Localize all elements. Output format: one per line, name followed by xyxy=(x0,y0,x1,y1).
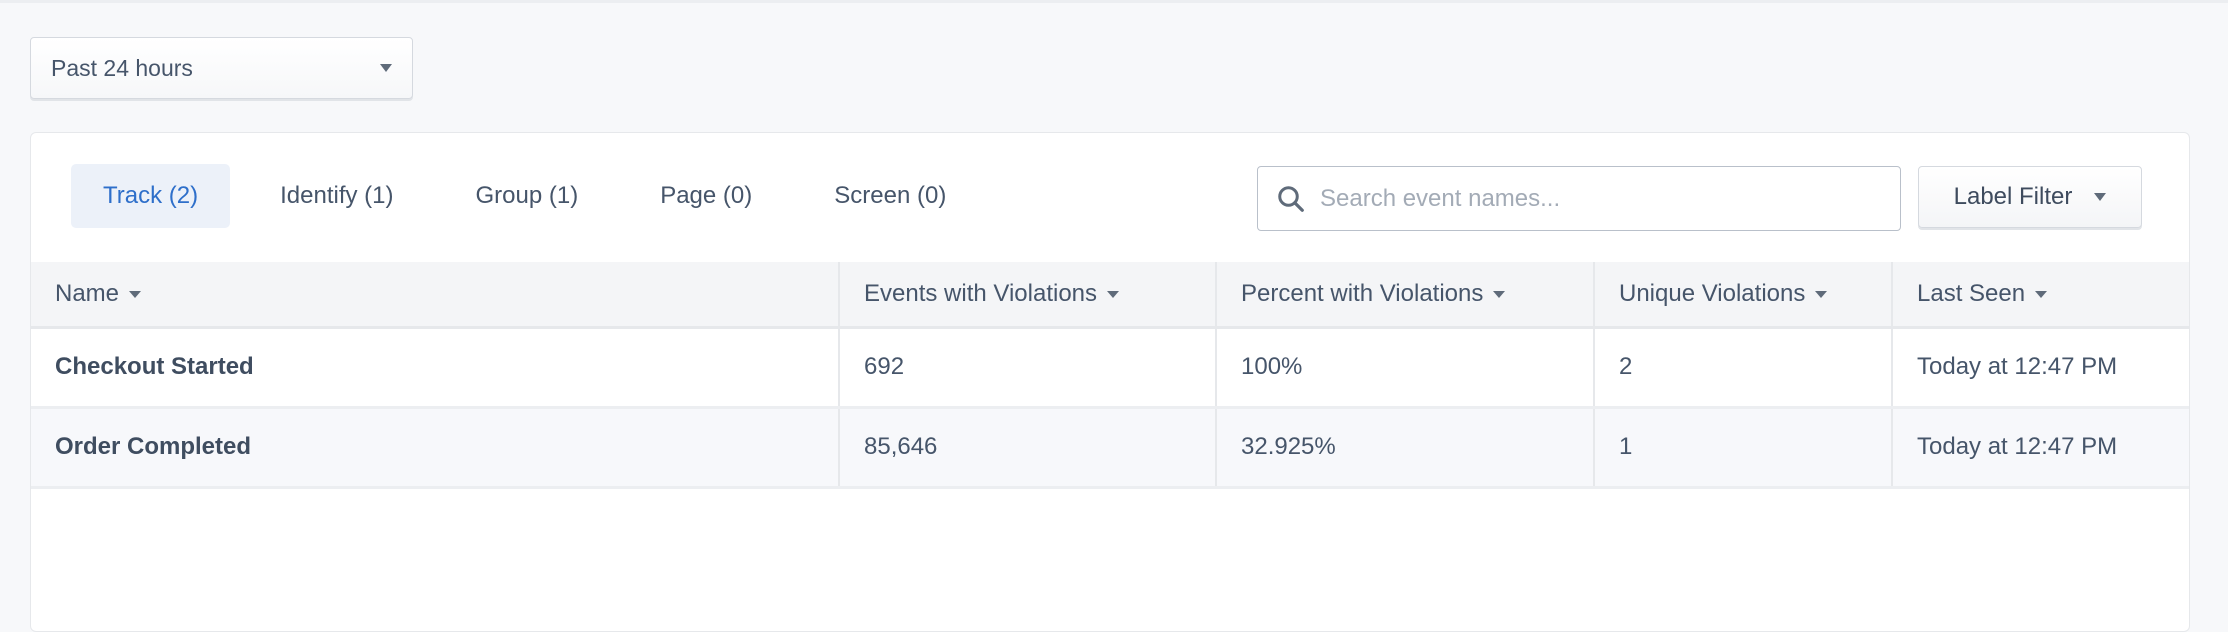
column-header-unique[interactable]: Unique Violations xyxy=(1594,262,1893,329)
caret-down-icon xyxy=(2094,193,2107,201)
events-with-violations: 85,646 xyxy=(839,407,1217,489)
sort-caret-icon xyxy=(1493,290,1506,298)
events-card: Track (2) Identify (1) Group (1) Page (0… xyxy=(30,132,2190,632)
table-row[interactable]: Checkout Started 692 100% 2 Today at 12:… xyxy=(31,327,2189,409)
tab-track[interactable]: Track (2) xyxy=(71,164,231,228)
tab-group[interactable]: Group (1) xyxy=(475,182,579,209)
caret-down-icon xyxy=(380,64,392,72)
column-header-last-seen[interactable]: Last Seen xyxy=(1892,262,2189,329)
events-table: Name Events with Violations Percent with… xyxy=(31,262,2189,489)
percent-with-violations: 100% xyxy=(1216,327,1595,409)
table-header-row: Name Events with Violations Percent with… xyxy=(31,262,2189,329)
column-label: Percent with Violations xyxy=(1241,279,1484,307)
unique-violations: 1 xyxy=(1594,407,1893,489)
column-label: Events with Violations xyxy=(864,279,1098,307)
event-name[interactable]: Order Completed xyxy=(31,407,840,489)
last-seen: Today at 12:47 PM xyxy=(1892,407,2189,489)
table-row[interactable]: Order Completed 85,646 32.925% 1 Today a… xyxy=(31,407,2189,489)
tab-screen[interactable]: Screen (0) xyxy=(834,182,947,209)
search-box xyxy=(1257,166,1901,231)
search-icon xyxy=(1278,185,1304,212)
search-input[interactable] xyxy=(1320,184,1900,213)
tab-identify[interactable]: Identify (1) xyxy=(280,182,394,209)
column-header-events[interactable]: Events with Violations xyxy=(839,262,1217,329)
column-header-percent[interactable]: Percent with Violations xyxy=(1216,262,1595,329)
sort-caret-icon xyxy=(2035,290,2048,298)
label-filter-label: Label Filter xyxy=(1953,183,2073,210)
last-seen: Today at 12:47 PM xyxy=(1892,327,2189,409)
tab-page[interactable]: Page (0) xyxy=(660,182,753,209)
column-label: Name xyxy=(55,279,120,307)
top-divider xyxy=(0,0,2228,3)
label-filter-button[interactable]: Label Filter xyxy=(1918,166,2142,228)
sort-caret-icon xyxy=(1815,290,1828,298)
unique-violations: 2 xyxy=(1594,327,1893,409)
sort-caret-icon xyxy=(129,290,142,298)
event-name[interactable]: Checkout Started xyxy=(31,327,840,409)
percent-with-violations: 32.925% xyxy=(1216,407,1595,489)
column-label: Unique Violations xyxy=(1619,279,1806,307)
sort-caret-icon xyxy=(1107,290,1120,298)
event-type-tabs: Track (2) Identify (1) Group (1) Page (0… xyxy=(71,164,996,228)
events-with-violations: 692 xyxy=(839,327,1217,409)
column-label: Last Seen xyxy=(1917,279,2026,307)
time-range-dropdown[interactable]: Past 24 hours xyxy=(30,37,413,99)
time-range-label: Past 24 hours xyxy=(51,54,193,81)
column-header-name[interactable]: Name xyxy=(31,262,840,329)
